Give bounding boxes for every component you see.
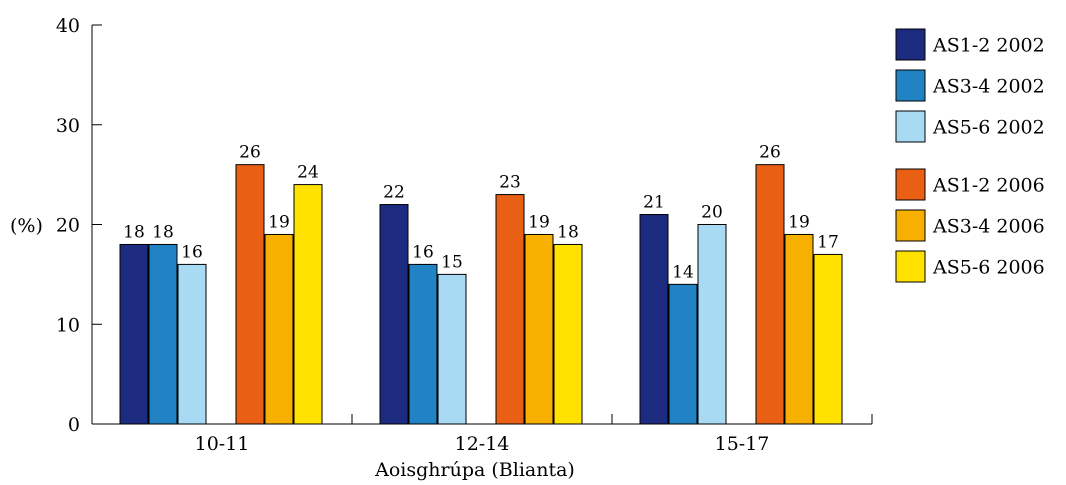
y-tick-label: 10: [56, 314, 80, 336]
data-label: 23: [499, 173, 521, 193]
x-tick-label: 12-14: [455, 433, 510, 455]
data-label: 26: [239, 143, 261, 163]
data-label: 14: [672, 262, 694, 282]
bar: [668, 283, 698, 425]
legend-item: AS3-4 2006: [895, 209, 1045, 242]
data-label: 17: [817, 232, 839, 252]
bar: [813, 253, 843, 425]
bar: [639, 214, 669, 425]
y-tick-label: 30: [56, 115, 80, 137]
legend-swatch: [895, 168, 926, 201]
data-labels: 18 18 16 26 19 24 22 16 15 23 19 18 21 14 20 26 19 17: [123, 143, 839, 283]
legend-item: AS1-2 2002: [895, 28, 1045, 61]
bar: [495, 194, 525, 425]
x-tick-label: 10-11: [195, 433, 250, 455]
bar: [755, 164, 785, 425]
bar: [148, 243, 178, 425]
legend-swatch: [895, 110, 926, 143]
data-label: 20: [701, 203, 723, 223]
data-label: 19: [788, 212, 810, 232]
bar: [119, 243, 149, 425]
legend-label: AS5-6 2002: [932, 117, 1045, 139]
legend-item: AS3-4 2002: [895, 69, 1045, 102]
legend-item: AS1-2 2006: [895, 168, 1045, 201]
legend-item: AS5-6 2002: [895, 110, 1045, 143]
data-label: 19: [528, 212, 550, 232]
legend-label: AS5-6 2006: [932, 257, 1045, 279]
legend: AS1-2 2002 AS3-4 2002 AS5-6 2002 AS1-2 2006…: [895, 28, 1045, 283]
x-axis: 10-11 12-14 15-17: [92, 414, 873, 455]
x-axis-title: Aoisghrúpa (Blianta): [374, 459, 575, 481]
y-axis-title: (%): [10, 215, 43, 237]
bar: [177, 263, 207, 425]
data-label: 26: [759, 143, 781, 163]
data-label: 16: [412, 242, 434, 262]
legend-swatch: [895, 209, 926, 242]
data-label: 24: [297, 163, 319, 183]
data-label: 15: [441, 252, 463, 272]
legend-swatch: [895, 28, 926, 61]
data-label: 21: [643, 193, 665, 213]
x-tick-label: 15-17: [715, 433, 770, 455]
data-label: 18: [152, 222, 174, 242]
bars: [119, 164, 843, 425]
bar: [553, 243, 583, 425]
bar: [437, 273, 467, 425]
legend-label: AS1-2 2006: [932, 175, 1045, 197]
bar: [697, 224, 727, 425]
y-tick-label: 20: [56, 215, 80, 237]
y-tick-label: 0: [68, 414, 80, 436]
legend-label: AS3-4 2002: [932, 76, 1045, 98]
data-label: 19: [268, 212, 290, 232]
bar: [524, 233, 554, 425]
data-label: 18: [123, 222, 145, 242]
legend-swatch: [895, 250, 926, 283]
bar: [235, 164, 265, 425]
bar: [264, 233, 294, 425]
legend-item: AS5-6 2006: [895, 250, 1045, 283]
bar: [379, 204, 409, 425]
data-label: 18: [557, 222, 579, 242]
bar: [408, 263, 438, 425]
bar: [293, 184, 323, 425]
data-label: 16: [181, 242, 203, 262]
data-label: 22: [383, 183, 405, 203]
legend-swatch: [895, 69, 926, 102]
legend-label: AS1-2 2002: [932, 35, 1045, 57]
legend-label: AS3-4 2006: [932, 216, 1045, 238]
y-axis: 0 10 20 30 40: [56, 15, 102, 436]
bar: [784, 233, 814, 425]
y-tick-label: 40: [56, 15, 80, 37]
